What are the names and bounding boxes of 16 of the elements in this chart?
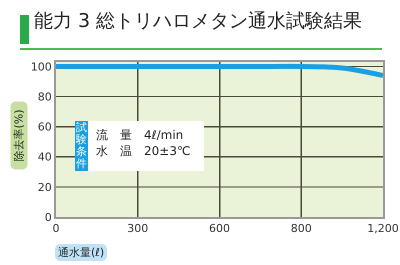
x-tick-label: 1,200 bbox=[367, 222, 399, 236]
x-tick-label: 300 bbox=[127, 222, 148, 236]
y-axis-title: 除去率(%) bbox=[10, 102, 28, 170]
y-tick-label: 0 bbox=[44, 210, 52, 224]
y-tick-label: 40 bbox=[38, 150, 52, 164]
annotation: 流 量 4ℓ/min bbox=[96, 128, 184, 142]
y-tick-label: 100 bbox=[30, 60, 52, 74]
x-tick-label: 600 bbox=[209, 222, 230, 236]
annotation: 水 温 20±3℃ bbox=[96, 144, 190, 158]
y-tick-label: 20 bbox=[38, 180, 52, 194]
annotation: 試験条件 bbox=[75, 121, 88, 171]
chart-title: 能力 3 総トリハロメタン通水試験結果 bbox=[34, 9, 362, 34]
x-tick-label: 800 bbox=[290, 222, 312, 236]
y-tick-label: 80 bbox=[38, 90, 52, 104]
x-axis-title: 通水量(ℓ) bbox=[55, 244, 108, 261]
y-tick-label: 60 bbox=[38, 120, 52, 134]
